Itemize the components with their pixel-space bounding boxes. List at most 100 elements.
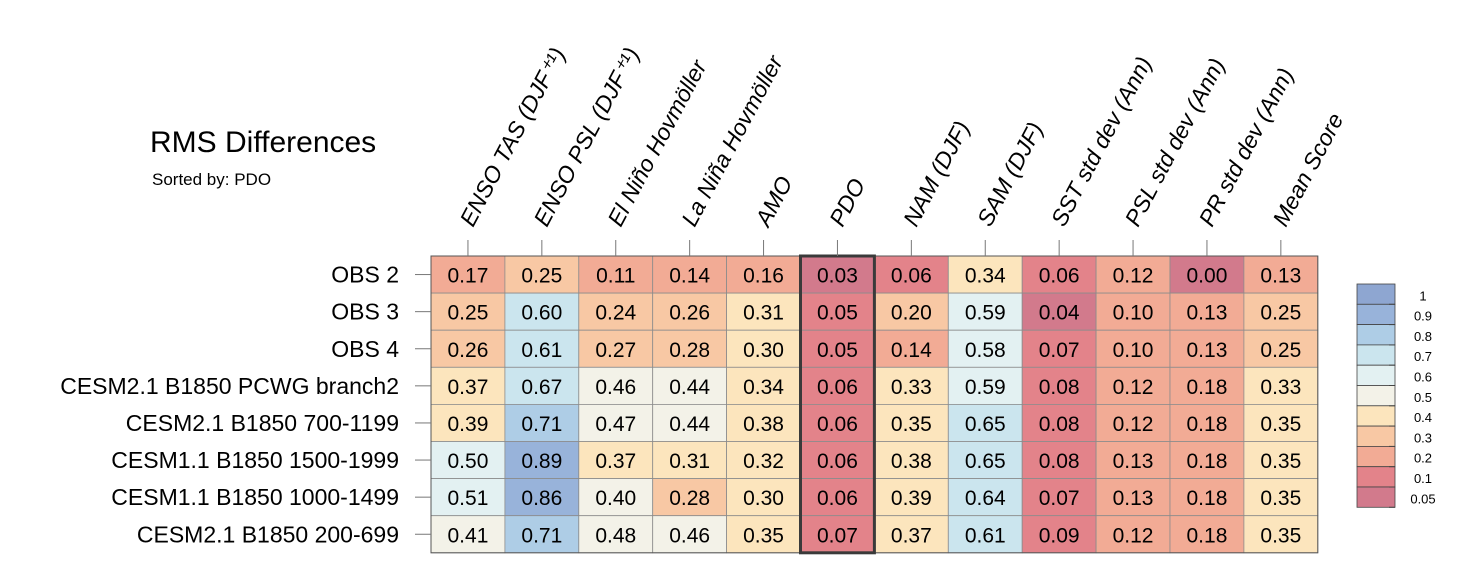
heatmap-cell [947, 292, 1023, 331]
colorbar-segment [1356, 283, 1396, 305]
cell-value: 0.13 [1113, 487, 1154, 510]
cell-value: 0.13 [1187, 339, 1228, 362]
cell-value: 0.46 [669, 524, 710, 547]
cell-value: 0.47 [595, 413, 636, 436]
cell-value: 0.44 [669, 413, 710, 436]
cell-value: 0.35 [1260, 524, 1301, 547]
heatmap-cell [1243, 478, 1319, 517]
row-label: OBS 4 [331, 336, 399, 362]
cell-value: 0.65 [965, 450, 1006, 473]
row-label: CESM1.1 B1850 1500-1999 [111, 447, 399, 473]
row-label: CESM2.1 B1850 PCWG branch2 [60, 373, 399, 399]
heatmap-cell [652, 478, 728, 517]
cell-value: 0.24 [595, 302, 636, 325]
heatmap-cell [430, 515, 506, 554]
cell-value: 0.06 [817, 413, 858, 436]
cell-value: 0.35 [743, 524, 784, 547]
heatmap-cell [578, 366, 654, 405]
heatmap-cell [1095, 478, 1171, 517]
cell-value: 0.61 [965, 524, 1006, 547]
cell-value: 0.10 [1113, 302, 1154, 325]
cell-value: 0.27 [595, 339, 636, 362]
cell-value: 0.25 [521, 265, 562, 288]
colorbar-label: 0.5 [1414, 390, 1432, 405]
cell-value: 0.33 [1260, 376, 1301, 399]
colorbar-segment [1356, 466, 1396, 488]
cell-value: 0.00 [1187, 265, 1228, 288]
heatmap-cell [800, 292, 875, 331]
cell-value: 0.71 [521, 524, 562, 547]
cell-value: 0.59 [965, 302, 1006, 325]
colorbar-segment [1356, 405, 1396, 427]
cell-value: 0.35 [1260, 487, 1301, 510]
heatmap-cell [1095, 366, 1171, 405]
column-label: AMO [749, 172, 798, 232]
cell-value: 0.09 [1039, 524, 1080, 547]
cell-value: 0.06 [817, 450, 858, 473]
cell-value: 0.46 [595, 376, 636, 399]
heatmap-cell [874, 292, 949, 331]
cell-value: 0.17 [448, 265, 489, 288]
cell-value: 0.05 [817, 302, 858, 325]
colorbar-segment [1356, 344, 1396, 366]
cell-value: 0.35 [1260, 413, 1301, 436]
heatmap-cell [652, 403, 728, 442]
cell-value: 0.34 [965, 265, 1006, 288]
colorbar-segment [1356, 445, 1396, 468]
cell-value: 0.07 [817, 524, 858, 547]
cell-value: 0.06 [1039, 265, 1080, 288]
heatmap-cell [578, 329, 654, 368]
cell-value: 0.08 [1039, 450, 1080, 473]
colorbar-segment [1356, 425, 1396, 447]
heatmap-cell [947, 441, 1023, 479]
row-label: OBS 2 [331, 262, 399, 288]
cell-value: 0.03 [817, 265, 858, 288]
cell-value: 0.06 [891, 265, 932, 288]
heatmap-cell [1021, 441, 1097, 479]
cell-value: 0.40 [595, 487, 636, 510]
cell-value: 0.18 [1187, 524, 1228, 547]
colorbar-label: 0.2 [1414, 451, 1432, 466]
column-label: SAM (DJF) [972, 118, 1048, 231]
cell-value: 0.32 [743, 450, 784, 473]
heatmap-cell [1095, 515, 1171, 554]
cell-value: 0.71 [521, 413, 562, 436]
cell-value: 0.05 [817, 339, 858, 362]
cell-value: 0.44 [669, 376, 710, 399]
cell-value: 0.30 [743, 487, 784, 510]
heatmap-cell [1243, 515, 1319, 554]
cell-value: 0.08 [1039, 413, 1080, 436]
cell-value: 0.34 [743, 376, 784, 399]
cell-value: 0.38 [743, 413, 784, 436]
cell-value: 0.58 [965, 339, 1006, 362]
cell-value: 0.14 [669, 265, 710, 288]
heatmap-cell [874, 441, 949, 479]
cell-value: 0.25 [1260, 302, 1301, 325]
heatmap-cell [726, 441, 801, 479]
cell-value: 0.37 [448, 376, 489, 399]
chart-title: RMS Differences [150, 126, 377, 159]
cell-value: 0.61 [521, 339, 562, 362]
colorbar-label: 0.3 [1414, 430, 1432, 445]
column-label: NAM (DJF) [898, 117, 975, 231]
cell-value: 0.28 [669, 487, 710, 510]
cell-value: 0.13 [1187, 302, 1228, 325]
cell-value: 0.12 [1113, 376, 1154, 399]
row-label: CESM1.1 B1850 1000-1499 [111, 484, 399, 510]
heatmap-cell [1169, 478, 1245, 517]
colorbar-label: 0.4 [1414, 410, 1432, 425]
cell-value: 0.18 [1187, 450, 1228, 473]
heatmap-cell [1243, 292, 1319, 331]
heatmap-cell [430, 478, 506, 517]
cell-value: 0.35 [1260, 450, 1301, 473]
heatmap-cell [1243, 441, 1319, 479]
cell-value: 0.30 [743, 339, 784, 362]
cell-value: 0.06 [817, 487, 858, 510]
cell-value: 0.06 [817, 376, 858, 399]
cell-value: 0.13 [1113, 450, 1154, 473]
cell-value: 0.12 [1113, 524, 1154, 547]
heatmap-cell [1021, 329, 1097, 368]
heatmap-cell [1095, 255, 1171, 294]
heatmap-cell [1095, 292, 1171, 331]
